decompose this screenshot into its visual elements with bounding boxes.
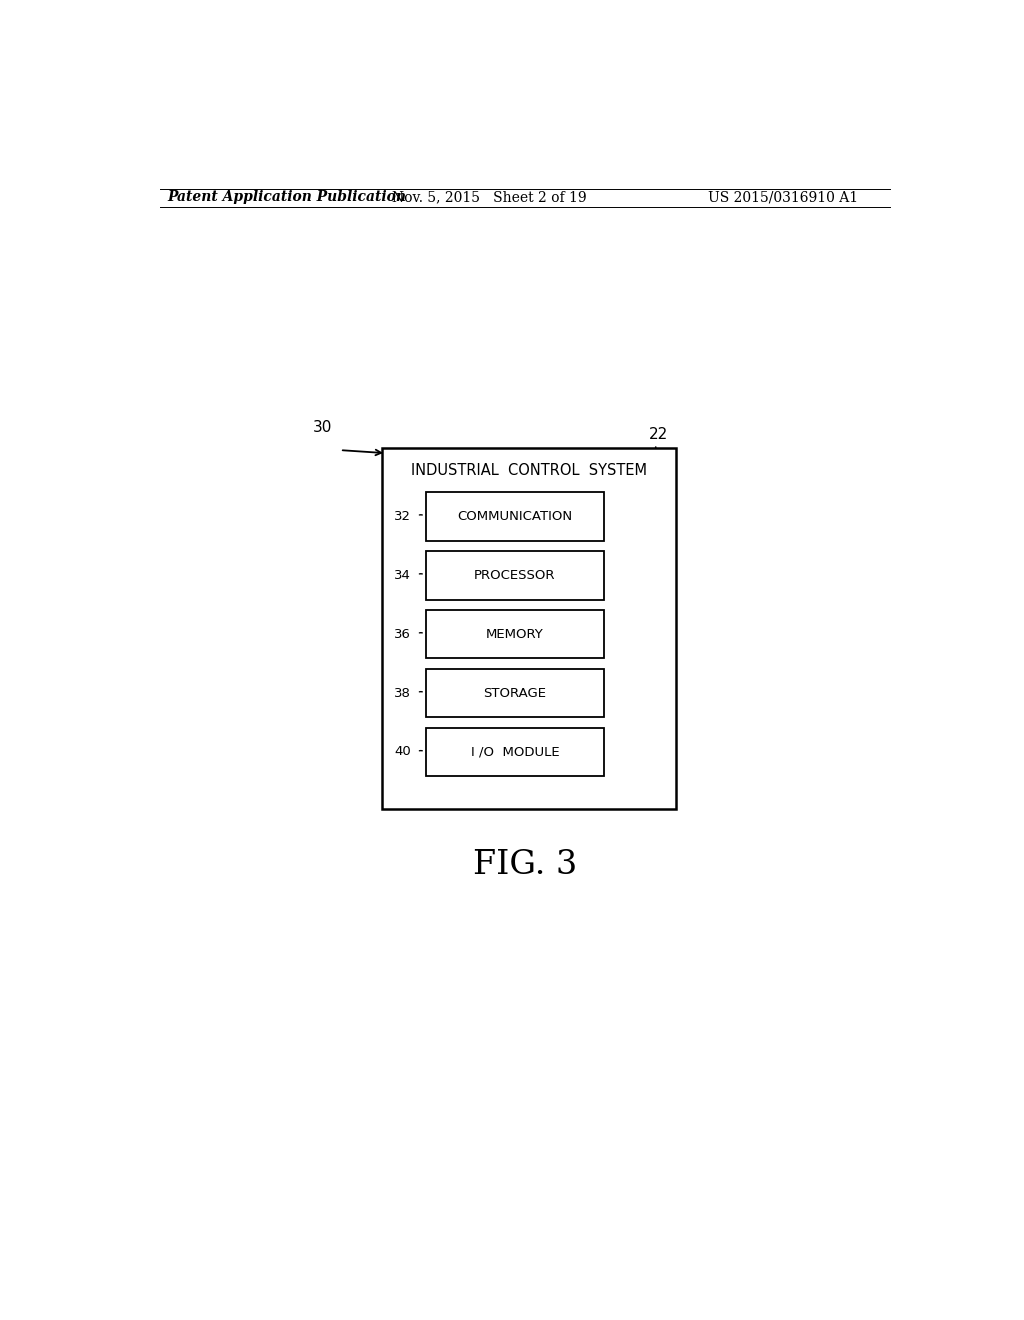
Text: I /O  MODULE: I /O MODULE: [471, 746, 559, 759]
Text: PROCESSOR: PROCESSOR: [474, 569, 556, 582]
Text: STORAGE: STORAGE: [483, 686, 547, 700]
Bar: [426, 727, 604, 776]
Bar: [426, 492, 604, 541]
Bar: [382, 447, 676, 809]
Text: 22: 22: [648, 428, 668, 442]
Text: 34: 34: [394, 569, 412, 582]
Text: 38: 38: [394, 686, 412, 700]
Text: 40: 40: [394, 746, 412, 759]
Text: INDUSTRIAL  CONTROL  SYSTEM: INDUSTRIAL CONTROL SYSTEM: [411, 463, 647, 478]
Text: Patent Application Publication: Patent Application Publication: [168, 190, 407, 205]
Text: FIG. 3: FIG. 3: [473, 849, 577, 880]
Text: 36: 36: [394, 627, 412, 640]
Bar: [426, 610, 604, 659]
Text: US 2015/0316910 A1: US 2015/0316910 A1: [708, 190, 858, 205]
Bar: [426, 669, 604, 718]
Text: MEMORY: MEMORY: [486, 627, 544, 640]
Text: COMMUNICATION: COMMUNICATION: [458, 510, 572, 523]
Text: 32: 32: [394, 510, 412, 523]
Text: 30: 30: [312, 420, 332, 436]
Text: Nov. 5, 2015   Sheet 2 of 19: Nov. 5, 2015 Sheet 2 of 19: [392, 190, 587, 205]
Bar: [426, 550, 604, 599]
